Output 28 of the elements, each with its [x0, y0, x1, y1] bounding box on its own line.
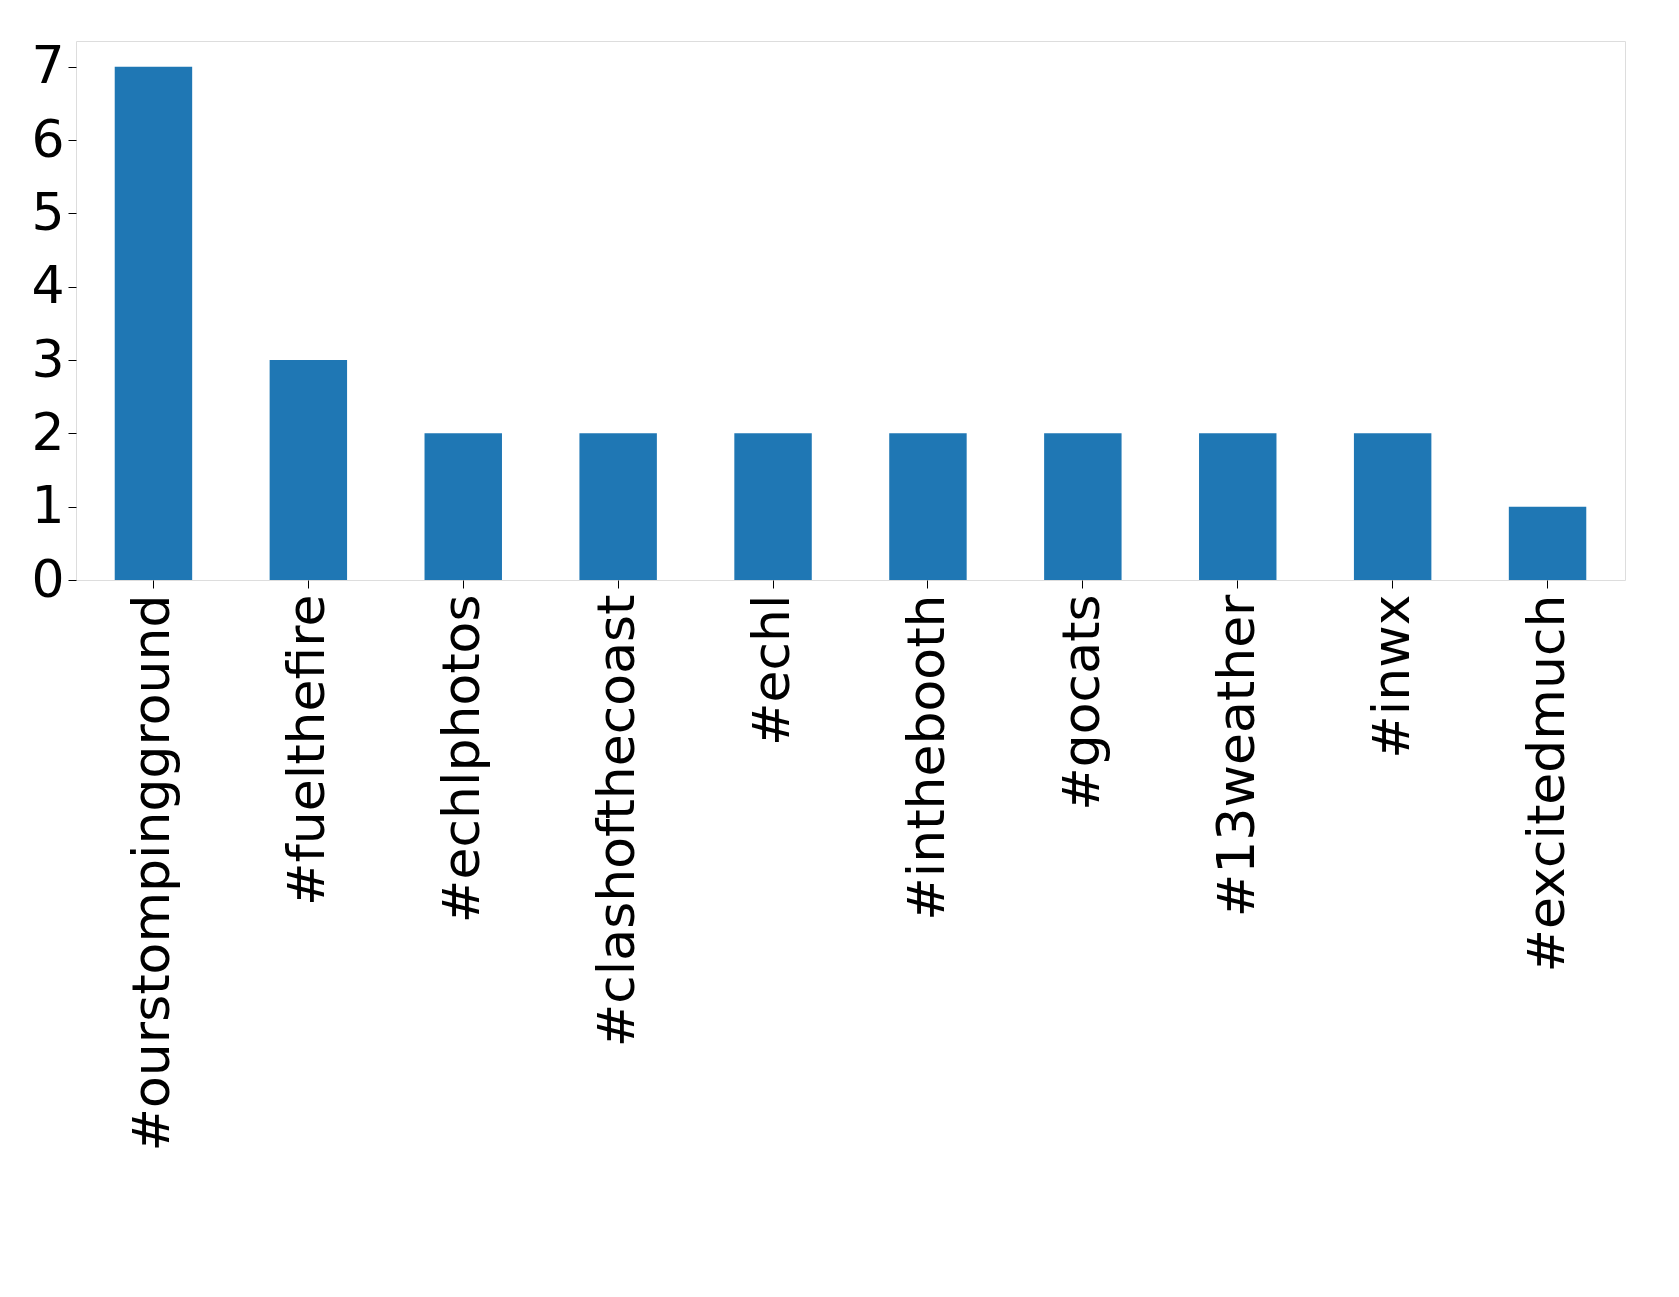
y-tick-label: 4 — [31, 255, 65, 316]
x-tick-label: #ourstompingground — [121, 594, 182, 1152]
bar — [269, 360, 348, 580]
bar — [579, 433, 657, 580]
y-tick-label: 3 — [31, 328, 65, 389]
bar — [114, 66, 193, 580]
y-tick-label: 2 — [31, 401, 65, 462]
x-tick-label: #echlphotos — [431, 594, 492, 924]
x-tick-label: #inwx — [1360, 594, 1421, 759]
y-tick-label: 7 — [31, 35, 65, 96]
y-tick-label: 5 — [31, 181, 65, 242]
x-tick-label: #gocats — [1050, 594, 1111, 811]
bar — [1353, 433, 1432, 580]
bar — [1199, 433, 1277, 580]
bar — [1044, 433, 1122, 580]
y-tick-label: 1 — [31, 475, 65, 536]
x-tick-label: #echl — [741, 594, 802, 747]
bar — [889, 433, 967, 580]
x-tick-label: #inthebooth — [895, 594, 956, 921]
x-tick-label: #excitedmuch — [1515, 594, 1576, 973]
y-tick-label: 6 — [31, 108, 65, 169]
x-tick-label: #fuelthefire — [276, 594, 337, 907]
x-tick-label: #13weather — [1205, 593, 1266, 918]
bar — [424, 433, 502, 580]
x-tick-label: #clashofthecoast — [586, 594, 647, 1048]
y-tick-label: 0 — [31, 548, 65, 609]
bar — [734, 433, 812, 580]
bar — [1508, 506, 1587, 580]
